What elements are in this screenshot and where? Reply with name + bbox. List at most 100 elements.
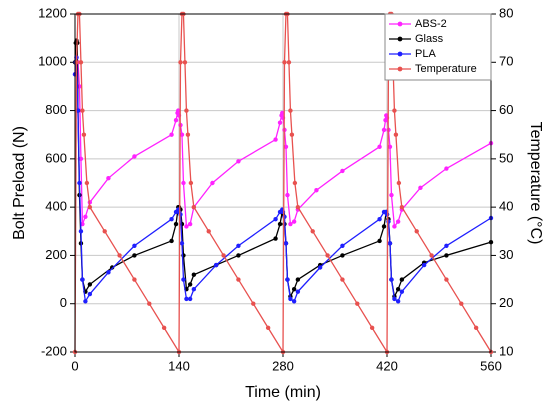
data-point [295,277,301,282]
data-point [282,214,287,219]
data-point [169,217,174,222]
data-point [169,238,174,244]
data-point [283,144,289,149]
data-point [132,154,137,159]
data-point [355,301,360,306]
data-point [87,204,93,210]
data-point [392,108,397,113]
data-point [381,224,387,229]
x-tick-label: 420 [376,358,398,373]
data-point [429,253,434,258]
data-point [109,265,115,270]
data-point [389,192,394,198]
data-point [80,277,85,282]
data-point [179,241,185,246]
legend-marker [397,66,403,72]
data-point [399,277,405,282]
data-point [444,277,449,282]
data-point [213,262,219,268]
data-point [418,185,423,191]
data-point [317,265,323,270]
data-point [221,253,226,258]
data-point [377,217,382,222]
y-tick-label: 1200 [38,5,67,20]
data-point [314,188,319,193]
data-point [286,60,292,65]
y-tick-label: 0 [60,295,67,310]
data-point [340,253,345,258]
data-point [414,229,419,234]
data-point [399,204,405,210]
data-point [236,243,241,248]
y2-axis-label: Temperature (°C) [527,122,544,245]
data-point [169,132,174,137]
data-point [285,192,290,198]
data-point [102,229,107,234]
data-point [83,214,88,219]
data-point [173,118,179,123]
data-point [181,180,186,186]
data-point [78,60,84,65]
data-point [132,243,137,248]
data-point [295,204,301,210]
y2-tick-label: 70 [499,54,513,69]
data-point [182,60,188,65]
data-point [84,180,90,186]
data-point [387,144,393,149]
data-point [396,180,402,186]
data-point [191,287,197,292]
y-tick-label: -200 [41,343,67,358]
data-point [283,241,289,246]
data-point [187,282,193,287]
data-point [444,166,449,171]
x-tick-label: 560 [480,358,502,373]
y-tick-label: 1000 [38,54,67,69]
data-point [280,209,286,215]
data-point [340,243,345,248]
data-point [399,289,405,294]
data-point [236,277,241,282]
data-point [78,156,84,162]
data-point [340,277,345,282]
data-point [291,287,297,292]
data-point [181,277,186,282]
y2-tick-label: 10 [499,343,513,358]
y2-tick-label: 80 [499,5,513,20]
data-point [288,108,293,113]
data-point [173,221,179,227]
data-point [273,137,278,142]
legend-label: Temperature [415,63,477,75]
data-point [340,168,345,174]
data-point [291,299,297,304]
y-tick-label: 200 [45,247,67,262]
data-point [80,108,85,113]
data-point [392,296,397,302]
data-point [188,180,194,186]
x-axis-label: Time (min) [245,384,321,401]
data-point [295,289,301,294]
data-point [377,144,382,149]
data-point [292,180,298,186]
data-point [289,132,295,137]
data-point [421,262,427,268]
y2-tick-label: 50 [499,150,513,165]
data-point [161,325,167,331]
data-point [277,120,283,125]
data-point [132,253,137,258]
data-point [288,221,293,227]
data-point [106,175,111,181]
data-point [392,224,397,229]
data-point [473,325,479,331]
data-point [191,204,197,210]
data-point [210,180,215,186]
y-tick-label: 800 [45,102,67,117]
data-point [187,221,193,227]
data-point [236,159,241,164]
data-point [184,108,189,113]
data-point [386,219,391,224]
x-tick-label: 0 [71,358,78,373]
y-tick-label: 600 [45,150,67,165]
data-point [389,277,394,282]
plot-frame [74,13,492,353]
